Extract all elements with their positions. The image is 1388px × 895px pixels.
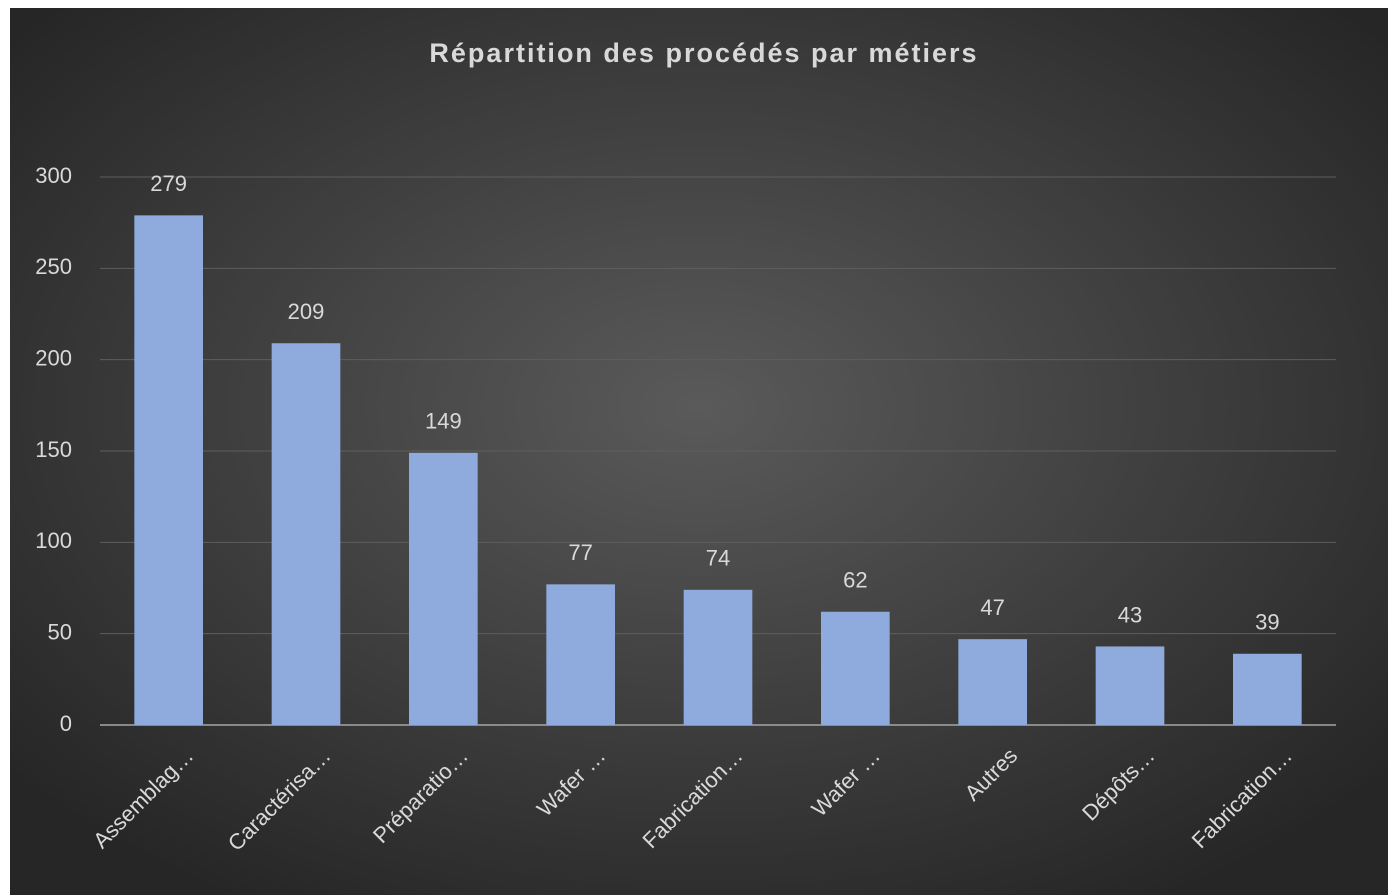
chart-title: Répartition des procédés par métiers xyxy=(429,38,978,68)
data-label: 47 xyxy=(980,595,1004,620)
data-label: 279 xyxy=(150,171,187,196)
y-tick-label: 50 xyxy=(48,619,72,644)
bar xyxy=(546,584,615,725)
bar xyxy=(1233,653,1302,725)
y-tick-label: 200 xyxy=(35,345,72,370)
data-label: 43 xyxy=(1118,602,1142,627)
data-label: 209 xyxy=(288,299,325,324)
bar xyxy=(134,215,203,726)
bar xyxy=(821,611,890,725)
y-tick-label: 150 xyxy=(35,437,72,462)
data-label: 77 xyxy=(568,540,592,565)
y-tick-label: 300 xyxy=(35,163,72,188)
y-tick-label: 250 xyxy=(35,254,72,279)
bar xyxy=(409,452,478,725)
y-tick-label: 0 xyxy=(60,711,72,736)
bar xyxy=(1095,646,1165,725)
data-label: 39 xyxy=(1255,610,1279,635)
y-tick-label: 100 xyxy=(35,528,72,553)
data-label: 149 xyxy=(425,409,462,434)
bar xyxy=(958,639,1027,725)
data-label: 74 xyxy=(706,546,730,571)
bar xyxy=(683,589,753,725)
data-label: 62 xyxy=(843,568,867,593)
bar xyxy=(271,343,341,725)
